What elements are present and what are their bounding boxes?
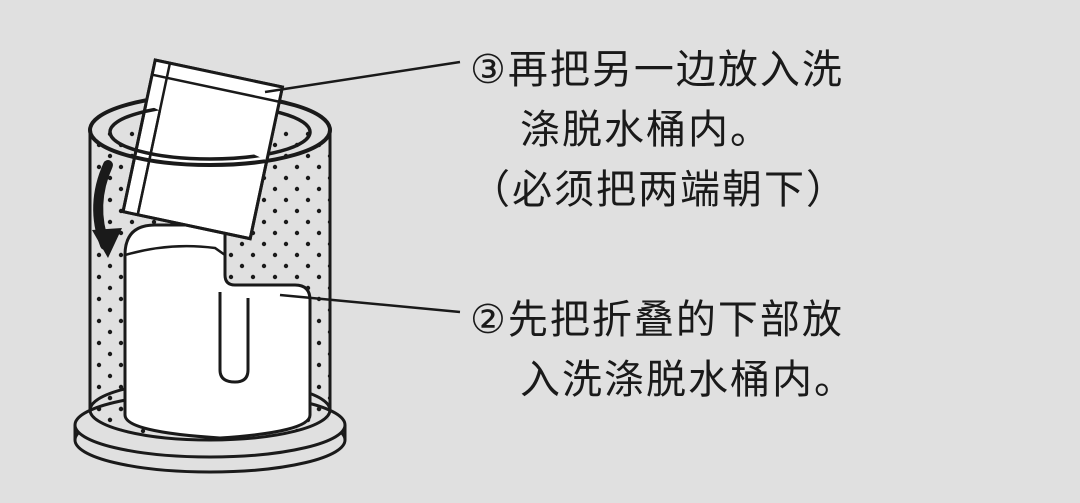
annotation-step-3: ③再把另一边放入洗 涤脱水桶内。 （必须把两端朝下） xyxy=(470,40,1050,220)
step3-line1: 再把另一边放入洗 xyxy=(508,47,844,92)
step2-line2: 入洗涤脱水桶内。 xyxy=(470,350,1050,410)
instruction-diagram: ③再把另一边放入洗 涤脱水桶内。 （必须把两端朝下） ②先把折叠的下部放 入洗涤… xyxy=(0,0,1080,503)
washer-drum-illustration xyxy=(50,30,400,480)
step3-line2: 涤脱水桶内。 xyxy=(470,100,1050,160)
step2-line1: 先把折叠的下部放 xyxy=(508,297,844,342)
step3-line3: （必须把两端朝下） xyxy=(470,160,1050,220)
step-number-3: ③ xyxy=(470,40,508,100)
annotation-step-2: ②先把折叠的下部放 入洗涤脱水桶内。 xyxy=(470,290,1050,410)
step-number-2: ② xyxy=(470,290,508,350)
